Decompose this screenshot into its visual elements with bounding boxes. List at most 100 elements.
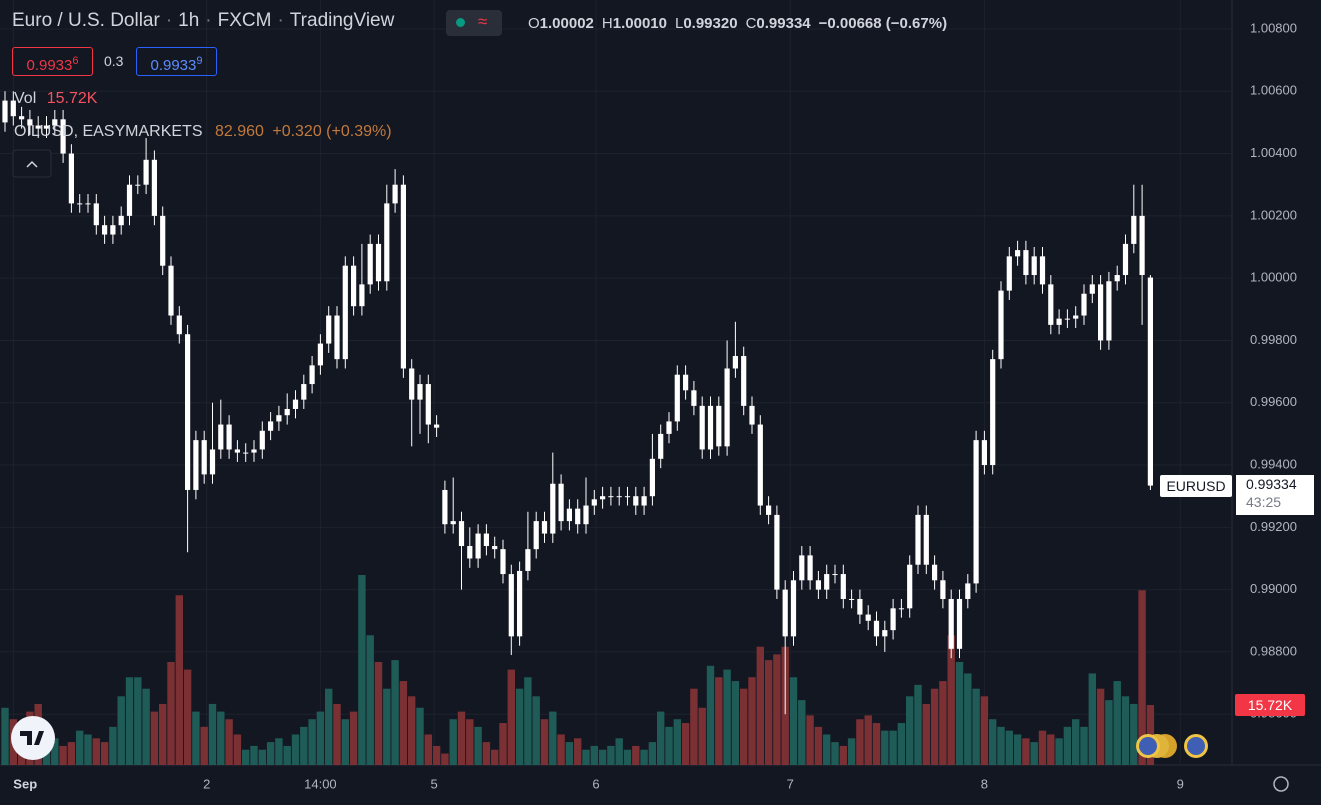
candle-body bbox=[292, 399, 299, 409]
candle-body bbox=[873, 620, 880, 637]
volume-bar bbox=[574, 738, 582, 765]
candle-body bbox=[168, 265, 174, 316]
separator: · bbox=[165, 10, 173, 31]
candle-body bbox=[948, 598, 954, 649]
candle-body bbox=[243, 452, 249, 454]
volume-bar bbox=[217, 711, 225, 765]
volume-bar bbox=[864, 715, 872, 765]
candle-body bbox=[126, 184, 133, 216]
volume-bar bbox=[175, 595, 183, 765]
candle-body bbox=[666, 421, 672, 434]
volume-bar bbox=[383, 688, 391, 765]
volume-bar bbox=[1022, 738, 1030, 765]
volume-bar bbox=[748, 677, 756, 765]
buy-button[interactable]: 0.99339 bbox=[136, 47, 217, 76]
volume-bar bbox=[798, 700, 806, 765]
candle-body bbox=[533, 521, 539, 550]
candle-body bbox=[118, 215, 124, 226]
candle-body bbox=[259, 430, 265, 450]
volume-bar bbox=[300, 726, 308, 765]
volume-bar bbox=[233, 734, 242, 765]
compare-legend: OILUSD, EASYMARKETS 82.960 +0.320 (+0.39… bbox=[14, 123, 392, 141]
collapse-button[interactable] bbox=[12, 149, 52, 178]
event-icons[interactable] bbox=[1136, 734, 1208, 758]
delay-icon: ≈ bbox=[478, 12, 488, 31]
volume-bar bbox=[441, 753, 449, 765]
candle-body bbox=[591, 499, 597, 506]
candle-body bbox=[1006, 256, 1012, 291]
volume-bar bbox=[51, 738, 59, 765]
volume-bar bbox=[1113, 681, 1121, 765]
volume-bar bbox=[424, 734, 432, 765]
volume-bar bbox=[266, 742, 275, 765]
volume-bar bbox=[524, 677, 532, 765]
candle-body bbox=[932, 564, 938, 581]
volume-bar bbox=[673, 719, 681, 765]
candle-body bbox=[226, 424, 232, 450]
candle-body bbox=[268, 421, 274, 431]
candle-body bbox=[956, 598, 963, 649]
candle-body bbox=[525, 549, 531, 571]
volume-bar bbox=[349, 711, 358, 765]
candle-body bbox=[1098, 284, 1104, 341]
candle-body bbox=[151, 159, 157, 216]
y-tick-label: 1.00600 bbox=[1250, 83, 1297, 98]
candle-body bbox=[218, 424, 224, 450]
volume-bar bbox=[283, 745, 291, 765]
candle-body bbox=[367, 243, 373, 285]
volume-bar bbox=[333, 703, 341, 765]
candle-body bbox=[1031, 256, 1037, 276]
candle-body bbox=[351, 265, 357, 307]
candle-body bbox=[558, 483, 564, 522]
candle-body bbox=[342, 265, 348, 360]
y-tick-label: 1.00000 bbox=[1250, 270, 1297, 285]
status-pill[interactable]: ≈ bbox=[446, 10, 502, 36]
volume-bar bbox=[366, 635, 374, 765]
candle-body bbox=[1122, 243, 1129, 276]
volume-bar bbox=[1047, 734, 1055, 765]
volume-bar bbox=[897, 723, 906, 765]
volume-bar bbox=[955, 661, 964, 765]
volume-bar bbox=[225, 719, 233, 765]
candle-body bbox=[400, 184, 406, 369]
candle-body bbox=[93, 203, 99, 226]
candle-body bbox=[317, 343, 323, 366]
candle-body bbox=[309, 365, 315, 385]
volume-bar bbox=[1055, 738, 1063, 765]
volume-bar bbox=[1063, 726, 1072, 765]
volume-bar bbox=[391, 660, 399, 765]
settings-icon[interactable] bbox=[1273, 776, 1289, 792]
volume-bar bbox=[200, 726, 208, 765]
y-tick-label: 0.98800 bbox=[1250, 643, 1297, 658]
candle-body bbox=[749, 405, 755, 425]
volume-bar bbox=[258, 749, 266, 765]
volume-bar bbox=[1005, 730, 1013, 765]
candle-body bbox=[849, 598, 855, 600]
sell-button[interactable]: 0.99336 bbox=[12, 47, 93, 76]
candle-body bbox=[284, 408, 290, 416]
volume-bar bbox=[623, 749, 632, 765]
candle-body bbox=[251, 449, 257, 453]
volume-bar bbox=[922, 703, 930, 765]
candle-body bbox=[10, 100, 16, 117]
volume-bar bbox=[125, 677, 134, 765]
x-tick-label: Sep bbox=[13, 776, 37, 791]
volume-bar bbox=[92, 738, 100, 765]
volume-bar bbox=[482, 742, 491, 765]
volume-bar bbox=[316, 711, 325, 765]
source: TradingView bbox=[289, 10, 395, 31]
volume-bar bbox=[1072, 719, 1080, 765]
y-tick-label: 0.99200 bbox=[1250, 519, 1297, 534]
candle-body bbox=[774, 514, 780, 590]
candle-body bbox=[940, 580, 946, 599]
candle-body bbox=[998, 290, 1004, 360]
volume-bar bbox=[607, 745, 615, 765]
volume-bar bbox=[474, 726, 482, 765]
volume-bar bbox=[499, 723, 507, 765]
volume-bar bbox=[208, 703, 217, 765]
separator: · bbox=[277, 10, 284, 31]
volume-bar bbox=[250, 745, 258, 765]
tv-logo[interactable] bbox=[11, 716, 55, 760]
volume-bar bbox=[549, 711, 557, 765]
